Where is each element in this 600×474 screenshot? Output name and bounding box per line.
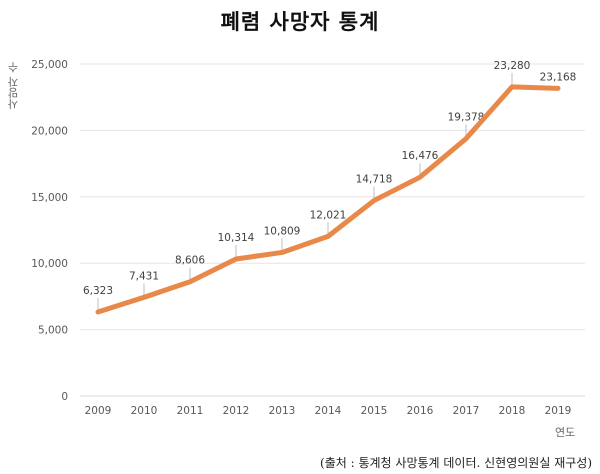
x-axis-label: 연도	[555, 426, 576, 439]
x-tick-label: 2015	[361, 405, 388, 417]
x-tick-label: 2014	[315, 405, 342, 417]
data-label: 14,718	[356, 174, 393, 186]
y-tick-label: 15,000	[31, 192, 68, 204]
chart-title: 폐렴 사망자 통계	[220, 10, 380, 34]
x-tick-label: 2013	[269, 405, 296, 417]
y-tick-label: 25,000	[31, 59, 68, 71]
data-label: 7,431	[129, 270, 159, 282]
data-label: 23,168	[540, 71, 577, 83]
y-tick-label: 5,000	[38, 325, 68, 337]
series-line	[95, 84, 561, 315]
data-label: 6,323	[83, 285, 113, 297]
y-tick-label: 20,000	[31, 125, 68, 137]
source-note: (출처 : 통계청 사망통계 데이터. 신현영의원실 재구성)	[320, 456, 592, 470]
data-label: 10,809	[264, 225, 301, 237]
x-tick-label: 2010	[131, 405, 158, 417]
x-tick-label: 2012	[223, 405, 250, 417]
x-tick-label: 2011	[177, 405, 204, 417]
x-tick-label: 2009	[85, 405, 112, 417]
x-tick-label: 2016	[407, 405, 434, 417]
data-label: 23,280	[494, 60, 531, 72]
x-tick-label: 2019	[545, 405, 572, 417]
data-label: 10,314	[218, 232, 255, 244]
x-tick-label: 2017	[453, 405, 480, 417]
data-label: 19,378	[448, 112, 485, 124]
data-label: 8,606	[175, 255, 205, 267]
y-tick-label: 0	[61, 391, 68, 403]
data-label: 16,476	[402, 150, 439, 162]
y-tick-label: 10,000	[31, 258, 68, 270]
data-label: 12,021	[310, 209, 347, 221]
x-tick-label: 2018	[499, 405, 526, 417]
